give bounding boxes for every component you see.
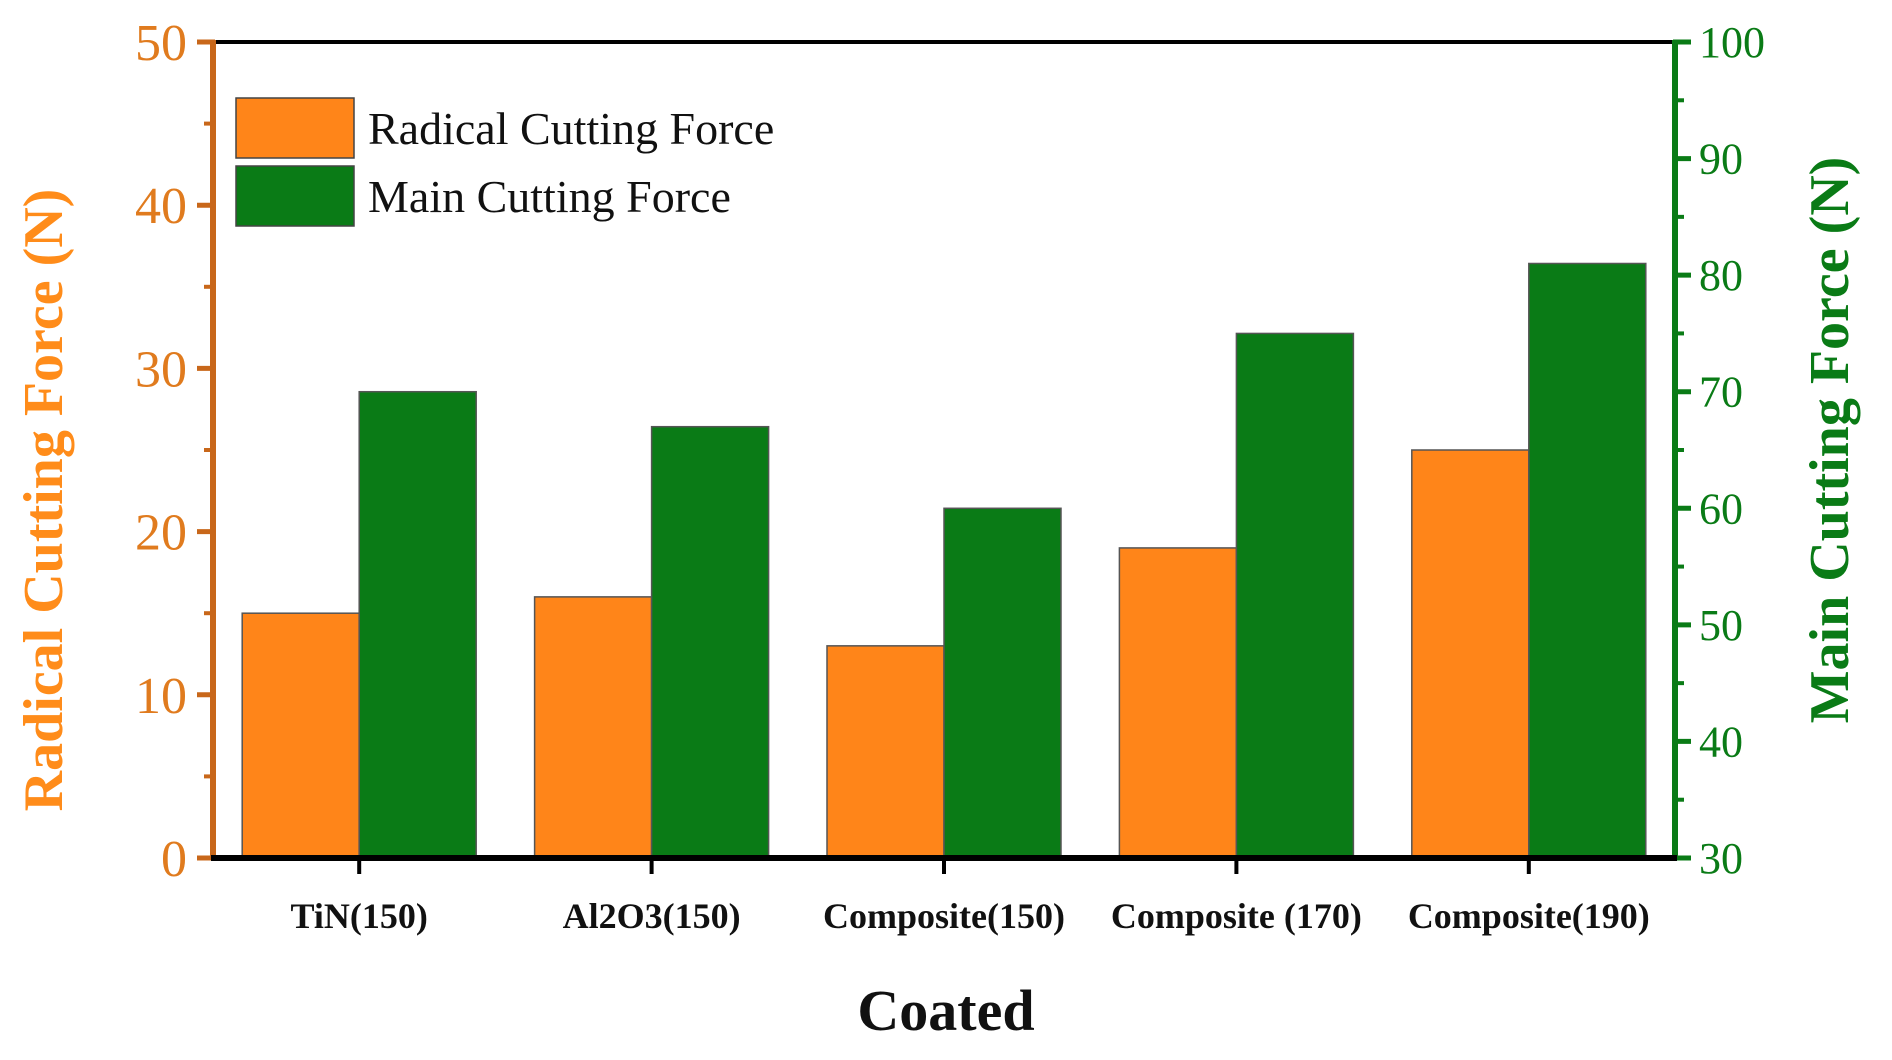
y-left-tick-label-10: 10 (135, 668, 187, 725)
x-tick-label-composite-190: Composite(190) (1408, 896, 1650, 936)
y-axis-left-title: Radical Cutting Force (N) (13, 189, 75, 812)
y-right-tick-label-40: 40 (1699, 717, 1743, 766)
legend-swatch-radical (235, 97, 355, 159)
bar-main-composite-150 (943, 507, 1062, 859)
x-tick-label-composite-150: Composite(150) (823, 896, 1065, 936)
y-right-tick-label-30: 30 (1699, 834, 1743, 883)
y-left-tick-label-40: 40 (135, 178, 187, 235)
legend-swatch-main (235, 165, 355, 227)
y-left-tick-label-20: 20 (135, 505, 187, 562)
bar-radical-composite-150 (826, 645, 945, 859)
y-right-tick-label-50: 50 (1699, 601, 1743, 650)
x-tick-label-al2o3-150: Al2O3(150) (563, 896, 741, 936)
bar-radical-composite-170 (1118, 547, 1238, 859)
y-left-tick-label-0: 0 (161, 831, 187, 888)
y-right-tick-label-80: 80 (1699, 251, 1743, 300)
bar-main-composite-190 (1528, 262, 1647, 859)
bars-group (241, 262, 1647, 859)
bar-main-al2o3-150 (650, 425, 770, 859)
y-right-tick-label-100: 100 (1699, 18, 1765, 67)
bar-main-composite-170 (1235, 332, 1355, 859)
y-right-tick-label-90: 90 (1699, 135, 1743, 184)
legend: Radical Cutting Force Main Cutting Force (235, 97, 774, 227)
bar-radical-al2o3-150 (533, 596, 653, 859)
y-right-tick-label-60: 60 (1699, 484, 1743, 533)
bar-radical-tin-150 (241, 612, 360, 859)
y-left-tick-label-50: 50 (135, 15, 187, 72)
y-axis-right-title: Main Cutting Force (N) (1799, 157, 1861, 724)
x-tick-label-composite-170: Composite (170) (1111, 896, 1362, 936)
y-right-tick-label-70: 70 (1699, 368, 1743, 417)
bar-main-tin-150 (358, 390, 477, 859)
axes-group: TiN(150) Al2O3(150) Composite(150) Composit… (135, 15, 1765, 936)
legend-label-radical: Radical Cutting Force (368, 103, 774, 154)
x-tick-label-tin-150: TiN(150) (291, 896, 428, 936)
y-left-tick-label-30: 30 (135, 341, 187, 398)
bar-radical-composite-190 (1411, 449, 1530, 859)
x-axis-title: Coated (857, 978, 1034, 1043)
legend-label-main: Main Cutting Force (368, 171, 731, 222)
